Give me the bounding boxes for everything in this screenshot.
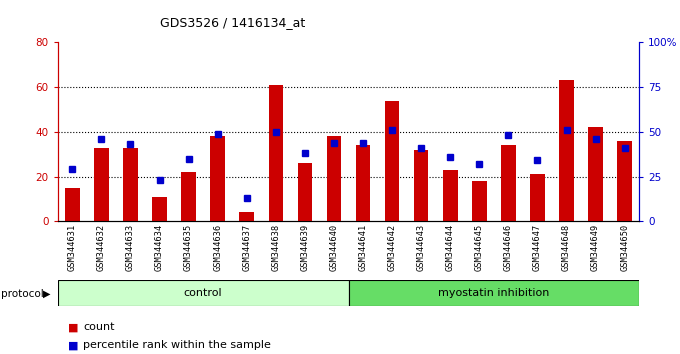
Bar: [182, 172, 196, 221]
Bar: [443, 170, 458, 221]
Text: GDS3526 / 1416134_at: GDS3526 / 1416134_at: [160, 16, 305, 29]
Bar: [385, 101, 399, 221]
Text: count: count: [83, 322, 114, 332]
Bar: [617, 141, 632, 221]
Bar: [414, 150, 428, 221]
Text: ■: ■: [68, 322, 78, 332]
Bar: [530, 174, 545, 221]
Bar: [559, 80, 574, 221]
Text: GSM344640: GSM344640: [330, 224, 339, 271]
Bar: [239, 212, 254, 221]
Bar: [588, 127, 603, 221]
Text: GSM344644: GSM344644: [446, 224, 455, 271]
Bar: [472, 181, 487, 221]
Bar: [123, 148, 138, 221]
Bar: [326, 136, 341, 221]
Text: GSM344631: GSM344631: [68, 224, 77, 271]
Text: ■: ■: [68, 340, 78, 350]
Text: GSM344638: GSM344638: [271, 224, 280, 271]
Text: GSM344632: GSM344632: [97, 224, 106, 271]
Bar: [501, 145, 515, 221]
Text: ▶: ▶: [43, 289, 50, 299]
Text: GSM344645: GSM344645: [475, 224, 483, 271]
Text: GSM344636: GSM344636: [214, 224, 222, 271]
Text: GSM344637: GSM344637: [242, 224, 251, 271]
Bar: [356, 145, 371, 221]
Text: GSM344648: GSM344648: [562, 224, 571, 271]
Text: GSM344650: GSM344650: [620, 224, 629, 271]
Text: GSM344647: GSM344647: [533, 224, 542, 271]
Text: GSM344635: GSM344635: [184, 224, 193, 271]
FancyBboxPatch shape: [348, 280, 639, 306]
Text: GSM344643: GSM344643: [417, 224, 426, 271]
Text: GSM344639: GSM344639: [301, 224, 309, 271]
Text: protocol: protocol: [1, 289, 44, 299]
Text: GSM344649: GSM344649: [591, 224, 600, 271]
FancyBboxPatch shape: [58, 280, 348, 306]
Text: GSM344634: GSM344634: [155, 224, 164, 271]
Text: myostatin inhibition: myostatin inhibition: [438, 288, 549, 298]
Bar: [298, 163, 312, 221]
Text: GSM344646: GSM344646: [504, 224, 513, 271]
Bar: [94, 148, 109, 221]
Text: GSM344642: GSM344642: [388, 224, 396, 271]
Bar: [210, 136, 225, 221]
Text: GSM344641: GSM344641: [358, 224, 367, 271]
Bar: [152, 197, 167, 221]
Text: percentile rank within the sample: percentile rank within the sample: [83, 340, 271, 350]
Text: control: control: [184, 288, 222, 298]
Bar: [269, 85, 283, 221]
Text: GSM344633: GSM344633: [126, 224, 135, 271]
Bar: [65, 188, 80, 221]
